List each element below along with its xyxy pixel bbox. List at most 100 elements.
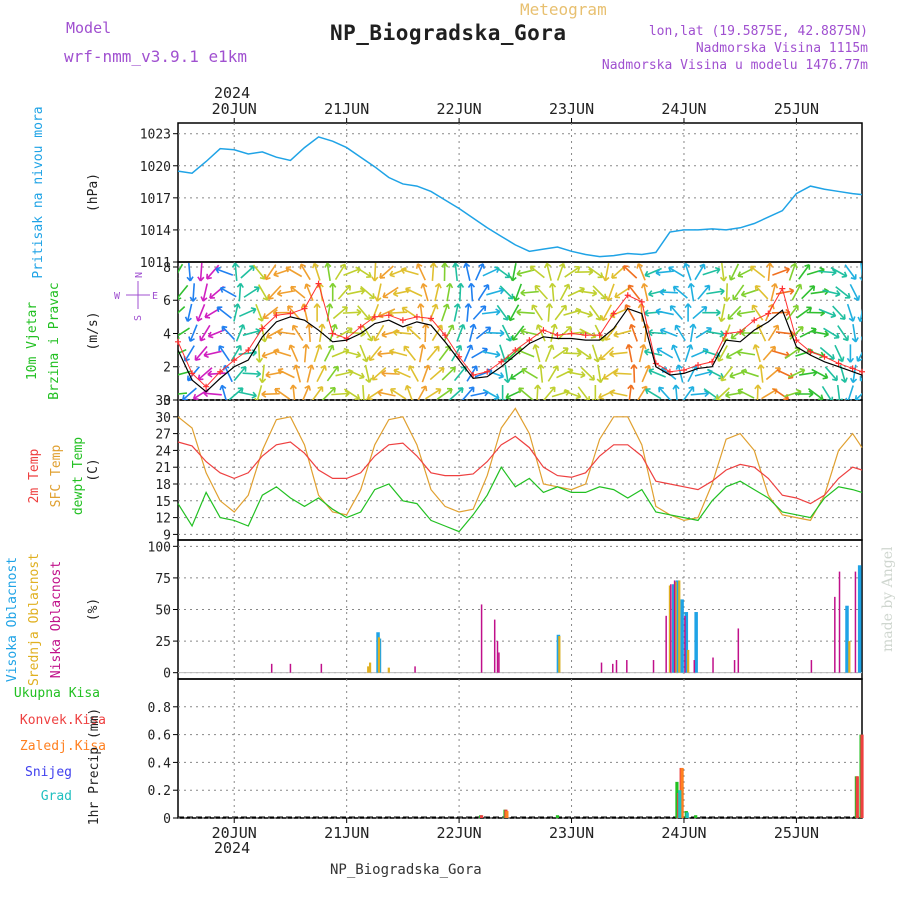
wind-barb	[368, 345, 382, 362]
wind-barb	[418, 343, 427, 363]
wind-gust-marker	[357, 323, 364, 330]
wind-barb	[624, 304, 636, 321]
wind-barb	[184, 303, 193, 323]
wind-barb	[706, 287, 725, 296]
wind-barb	[233, 303, 241, 322]
wind-barb	[545, 303, 553, 322]
wind-barb	[221, 325, 236, 341]
low-cloud-bar	[737, 628, 740, 673]
wind-barb	[441, 366, 456, 381]
wind-barb	[434, 282, 442, 302]
wind-barb	[647, 289, 667, 298]
mid-cloud-bar	[387, 667, 390, 673]
wind-barb	[658, 386, 672, 400]
day-label-top: 22JUN	[437, 100, 482, 118]
footer-location: NP_Biogradska_Gora	[330, 862, 482, 878]
wind-barb	[552, 347, 569, 360]
ytick-label-wind: 2	[163, 361, 171, 376]
wind-barb	[463, 262, 471, 281]
wind-barb	[661, 367, 677, 380]
wind-barb	[846, 303, 856, 322]
wind-barb	[835, 286, 851, 299]
wind-barb	[765, 367, 781, 381]
wind-barb	[659, 288, 678, 296]
wind-gust-marker	[859, 368, 865, 375]
graupel-bar	[678, 790, 682, 818]
wind-barb	[273, 348, 292, 357]
wind-barb	[609, 389, 628, 397]
wind-gust-marker	[413, 313, 420, 320]
ytick-label-pressure: 1023	[140, 128, 171, 143]
wind-gust-marker	[723, 330, 730, 337]
wind-barb	[602, 263, 610, 282]
wind-barb	[563, 349, 582, 358]
wind-barb	[218, 345, 231, 362]
wind-barb	[644, 388, 662, 400]
wind-barb	[267, 285, 282, 300]
wind-barb	[690, 389, 710, 398]
wind-barb	[587, 266, 604, 279]
wind-barb	[732, 284, 745, 301]
wind-barb	[299, 263, 311, 281]
wind-gust-marker	[765, 310, 772, 317]
wind-barb	[494, 266, 511, 279]
wind-barb	[285, 266, 303, 278]
wind-barb	[243, 286, 260, 298]
wind-barb	[531, 304, 543, 321]
wind-barb	[846, 344, 855, 363]
high-cloud-bar	[671, 584, 676, 673]
wind-barb	[625, 343, 633, 363]
model-altitude: Nadmorska Visina u modelu 1476.77m	[601, 58, 868, 73]
precip-legend-label-4: Grad	[41, 789, 72, 804]
wind-barb	[821, 385, 834, 400]
wind-barb	[807, 387, 824, 400]
coordinates: lon,lat (19.5875E, 42.8875N)	[648, 24, 868, 39]
wind-barb	[195, 304, 206, 322]
day-label-top: 21JUN	[324, 100, 369, 118]
wind-barb	[725, 391, 744, 399]
wind-barb	[262, 306, 279, 320]
day-label-top: 24JUN	[661, 100, 706, 118]
mid-cloud-bar	[367, 666, 370, 673]
wind-barb	[477, 284, 490, 301]
day-label-bottom: 22JUN	[437, 824, 482, 842]
wind-barb	[182, 387, 197, 400]
wind-barb	[388, 348, 408, 357]
panel-frame-precip	[177, 678, 863, 819]
precip-legend-label-2: Zaledj.Kisa	[20, 739, 106, 754]
wind-barb	[302, 343, 310, 363]
mid-cloud-bar	[848, 641, 851, 673]
wind-barb	[255, 303, 265, 322]
ytick-label-cloud: 25	[155, 635, 171, 650]
wind-barb	[611, 265, 626, 279]
wind-barb	[845, 385, 854, 400]
wind-gust-marker	[695, 362, 702, 369]
wind-axis-label-1: Brzina i Pravac	[47, 282, 62, 399]
wind-barb	[393, 368, 411, 379]
location-title: NP_Biogradska_Gora	[330, 21, 567, 45]
wind-barbs	[178, 262, 862, 400]
wind-barb	[798, 263, 811, 280]
wind-barb	[293, 364, 302, 383]
low-cloud-bar	[612, 663, 614, 673]
low-cloud-bar	[414, 666, 416, 673]
dewpt-line	[177, 466, 863, 533]
wind-barb	[602, 367, 619, 380]
wind-gust-marker	[329, 330, 336, 337]
ytick-label-wind: 6	[163, 294, 171, 309]
wind-gust-marker	[203, 383, 210, 390]
wind-gust-marker	[821, 353, 828, 360]
wind-barb	[762, 345, 776, 361]
day-label-bottom: 23JUN	[549, 824, 594, 842]
wind-barb	[355, 266, 372, 278]
wind-gust-marker	[301, 305, 308, 312]
wind-axis-label-0: 10m Vjetar	[25, 302, 40, 380]
low-cloud-bar	[289, 663, 292, 673]
wind-barb	[265, 371, 284, 379]
ytick-label-wind: 8	[163, 261, 171, 276]
wind-barb	[337, 284, 352, 300]
wind-barb	[589, 304, 602, 321]
wind-barb	[605, 283, 615, 302]
wind-barb	[215, 266, 234, 276]
